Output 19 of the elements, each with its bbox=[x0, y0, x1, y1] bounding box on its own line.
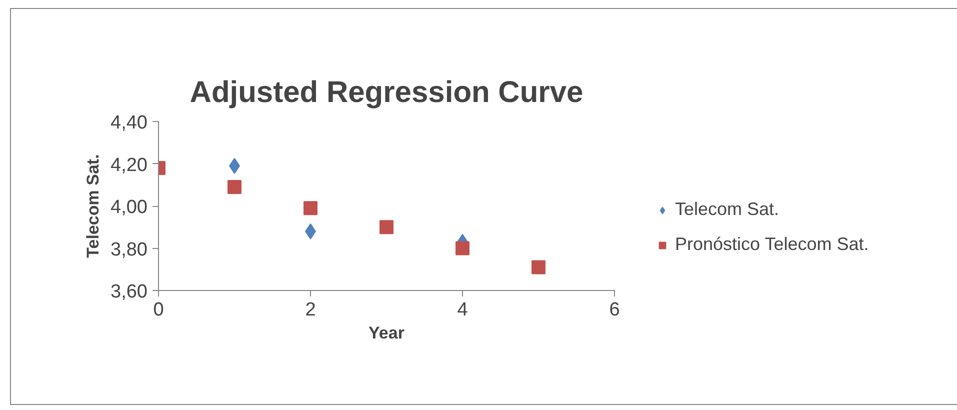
x-tick-label: 2 bbox=[305, 300, 316, 320]
point bbox=[304, 201, 318, 216]
legend-label: Telecom Sat. bbox=[675, 199, 780, 220]
x-axis-title: Year bbox=[368, 324, 405, 342]
legend-label: Pronóstico Telecom Sat. bbox=[675, 234, 869, 255]
y-tick-label: 3,60 bbox=[110, 282, 148, 302]
point bbox=[532, 260, 546, 274]
y-tick-label: 4,20 bbox=[110, 154, 148, 176]
x-tick-label: 4 bbox=[457, 300, 468, 320]
chart-title: Adjusted Regression Curve bbox=[190, 76, 584, 109]
x-tick-label: 6 bbox=[609, 300, 620, 320]
y-tick-label: 4,00 bbox=[110, 197, 148, 218]
point bbox=[380, 220, 394, 234]
x-tick-label: 0 bbox=[153, 300, 164, 320]
y-tick-label: 4,40 bbox=[110, 112, 148, 134]
point bbox=[456, 241, 470, 256]
point bbox=[228, 180, 242, 194]
y-tick-label: 3,80 bbox=[110, 239, 148, 260]
y-axis-title: Telecom Sat. bbox=[84, 154, 103, 258]
